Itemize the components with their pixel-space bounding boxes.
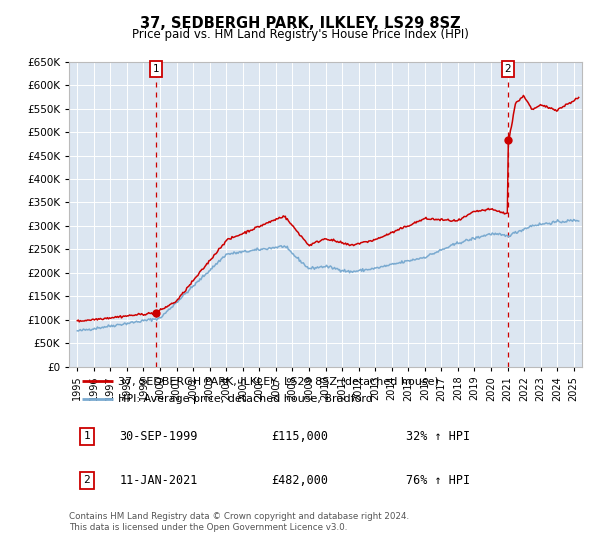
Text: 37, SEDBERGH PARK, ILKLEY, LS29 8SZ (detached house): 37, SEDBERGH PARK, ILKLEY, LS29 8SZ (det…	[118, 376, 439, 386]
Text: 37, SEDBERGH PARK, ILKLEY, LS29 8SZ: 37, SEDBERGH PARK, ILKLEY, LS29 8SZ	[140, 16, 460, 31]
Text: 2: 2	[83, 475, 91, 486]
Text: 30-SEP-1999: 30-SEP-1999	[119, 430, 198, 443]
Text: £115,000: £115,000	[271, 430, 328, 443]
Text: 76% ↑ HPI: 76% ↑ HPI	[406, 474, 470, 487]
Text: £482,000: £482,000	[271, 474, 328, 487]
Text: Contains HM Land Registry data © Crown copyright and database right 2024.
This d: Contains HM Land Registry data © Crown c…	[69, 512, 409, 532]
Text: 1: 1	[83, 431, 91, 441]
Text: 2: 2	[505, 64, 511, 74]
Text: 1: 1	[152, 64, 159, 74]
Text: HPI: Average price, detached house, Bradford: HPI: Average price, detached house, Brad…	[118, 394, 373, 404]
Text: 32% ↑ HPI: 32% ↑ HPI	[406, 430, 470, 443]
Text: Price paid vs. HM Land Registry's House Price Index (HPI): Price paid vs. HM Land Registry's House …	[131, 28, 469, 41]
Text: 11-JAN-2021: 11-JAN-2021	[119, 474, 198, 487]
